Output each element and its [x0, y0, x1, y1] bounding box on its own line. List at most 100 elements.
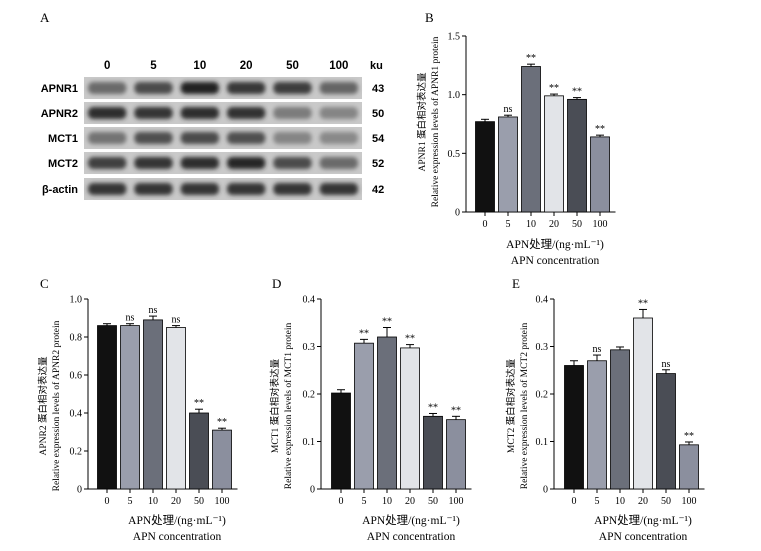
wb-band: [134, 183, 173, 195]
wb-band: [88, 132, 127, 144]
bar: [567, 98, 587, 213]
bar: [587, 360, 607, 490]
wb-band: [88, 157, 127, 169]
wb-band: [227, 107, 266, 119]
chart-panel-c: APNR2 蛋白相对表达量 Relative expression levels…: [37, 295, 238, 543]
y-tick-label: 0.8: [70, 333, 83, 344]
y-tick-label: 0: [455, 208, 460, 219]
panel-label-e: E: [512, 276, 520, 291]
significance-label: **: [194, 398, 204, 409]
x-axis-label-en: APN concentration: [133, 531, 222, 543]
bar: [475, 121, 495, 213]
x-tick-label: 100: [215, 496, 230, 507]
wb-kda-label: 42: [372, 184, 384, 196]
y-tick-label: 0.2: [303, 390, 316, 401]
x-tick-label: 20: [549, 219, 559, 230]
wb-band: [134, 157, 173, 169]
x-tick-label: 50: [194, 496, 204, 507]
wb-band: [180, 107, 219, 119]
chart-panel-e: MCT2 蛋白相对表达量 Relative expression levels …: [505, 295, 705, 543]
significance-label: **: [595, 124, 605, 135]
x-tick-label: 5: [128, 496, 133, 507]
y-tick-label: 0: [77, 485, 82, 496]
wb-band: [319, 132, 358, 144]
wb-band: [134, 132, 173, 144]
wb-kda-label: 52: [372, 158, 384, 170]
wb-concentration-label: 5: [150, 60, 157, 72]
y-axis-label-cn: APNR2 蛋白相对表达量: [37, 356, 49, 455]
x-tick-label: 5: [362, 496, 367, 507]
wb-unit-label: ku: [370, 60, 383, 72]
x-tick-label: 10: [148, 496, 158, 507]
y-axis-label-en: Relative expression levels of APNR1 prot…: [430, 36, 441, 207]
wb-band: [227, 82, 266, 94]
x-tick-label: 100: [682, 496, 697, 507]
western-blot: 0 5 10 20 50 100 ku APNR1 43 APNR2 50 MCT1 54 MCT2 5…: [41, 60, 385, 200]
x-tick-label: 20: [638, 496, 648, 507]
x-tick-label: 10: [382, 496, 392, 507]
x-tick-label: 100: [593, 219, 608, 230]
significance-label: **: [684, 431, 694, 442]
wb-band: [227, 157, 266, 169]
y-tick-label: 1.5: [448, 32, 461, 43]
bar: [97, 325, 117, 490]
bar: [166, 327, 186, 490]
significance-label: ns: [662, 359, 671, 370]
wb-band: [273, 157, 312, 169]
wb-band: [180, 82, 219, 94]
x-tick-label: 50: [428, 496, 438, 507]
wb-rows: APNR1 43 APNR2 50 MCT1 54 MCT2 52 β-actin 42: [41, 77, 385, 200]
y-tick-label: 0.4: [303, 295, 316, 306]
y-axis-label-cn: APNR1 蛋白相对表达量: [416, 72, 428, 171]
wb-concentration-label: 10: [193, 60, 206, 72]
wb-kda-label: 43: [372, 83, 384, 95]
significance-label: ns: [126, 313, 135, 324]
y-axis-label-en: Relative expression levels of APNR2 prot…: [51, 320, 62, 491]
y-axis-label-cn: MCT2 蛋白相对表达量: [505, 358, 517, 453]
wb-band: [180, 132, 219, 144]
wb-band: [227, 183, 266, 195]
significance-label: **: [217, 417, 227, 428]
significance-label: **: [405, 334, 415, 345]
significance-label: ns: [593, 344, 602, 355]
x-tick-label: 10: [615, 496, 625, 507]
bar: [544, 95, 564, 213]
y-axis-label-en: Relative expression levels of MCT2 prote…: [519, 323, 530, 490]
y-axis-label-en: Relative expression levels of MCT1 prote…: [283, 323, 294, 490]
x-tick-label: 5: [506, 219, 511, 230]
wb-kda-label: 54: [372, 133, 385, 145]
x-tick-label: 0: [105, 496, 110, 507]
bar: [521, 66, 541, 213]
wb-protein-label: β-actin: [42, 184, 78, 196]
wb-band: [319, 157, 358, 169]
x-tick-label: 0: [572, 496, 577, 507]
y-tick-label: 0.4: [70, 409, 83, 420]
chart-panel-b: APNR1 蛋白相对表达量 Relative expression levels…: [416, 32, 616, 267]
x-axis-label-en: APN concentration: [599, 531, 688, 543]
bar: [656, 373, 676, 490]
y-tick-label: 0.1: [303, 437, 316, 448]
panel-label-d: D: [272, 276, 281, 291]
y-tick-label: 0.4: [536, 295, 549, 306]
significance-label: **: [428, 402, 438, 413]
x-tick-label: 5: [595, 496, 600, 507]
wb-band: [319, 107, 358, 119]
bar: [633, 317, 653, 490]
wb-band: [273, 132, 312, 144]
bar: [498, 116, 518, 213]
significance-label: **: [359, 328, 369, 339]
significance-label: ns: [504, 104, 513, 115]
wb-band: [273, 82, 312, 94]
y-tick-label: 0: [543, 485, 548, 496]
bar: [679, 444, 699, 490]
x-axis-label-cn: APN处理/(ng·mL⁻¹): [506, 238, 604, 251]
y-tick-label: 0: [310, 485, 315, 496]
y-tick-label: 0.2: [536, 390, 549, 401]
wb-protein-label: APNR2: [41, 108, 78, 120]
x-tick-label: 20: [171, 496, 181, 507]
wb-concentration-label: 0: [104, 60, 110, 72]
y-tick-label: 1.0: [448, 90, 461, 101]
wb-row: APNR2 50: [41, 102, 384, 124]
x-tick-label: 20: [405, 496, 415, 507]
